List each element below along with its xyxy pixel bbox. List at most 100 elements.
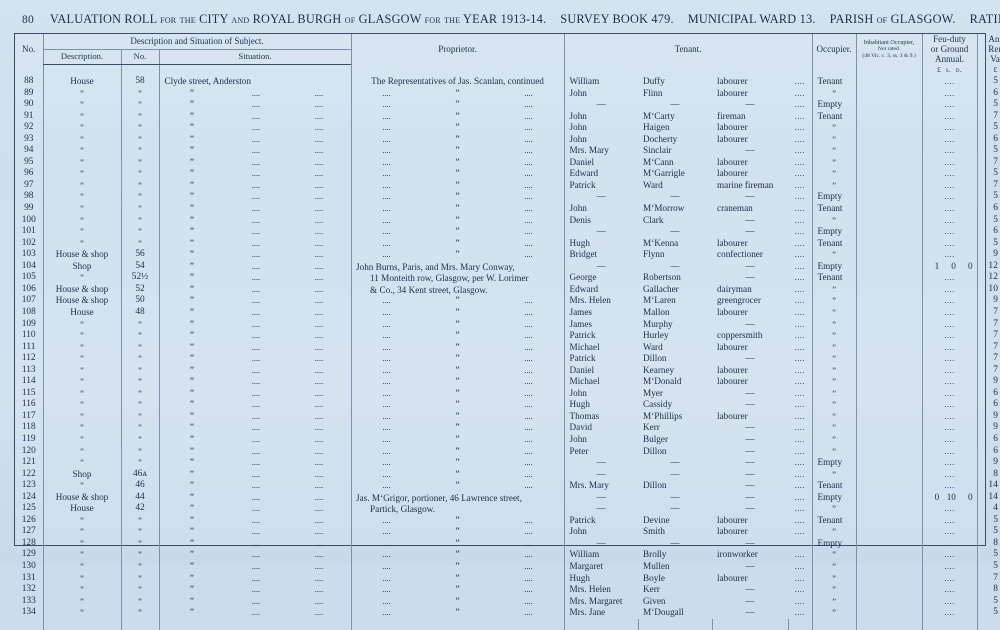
table-row: 133”””............”.... Mrs. Margaret Give… [15,595,1000,608]
cell-annual-rent-or-value: 715 [976,306,1000,319]
cell-tenant-dots: .... [794,434,805,444]
proprietor-ditto: ” [455,341,460,352]
proprietor-ditto: ” [455,295,460,306]
table-row: 89”””............”.... John Flinn labourer.… [15,87,1000,100]
situation-ditto: ” [189,445,194,456]
situation-ditto: ” [189,433,194,444]
cell-description: ” [42,237,121,250]
situation-ditto: ” [189,191,194,202]
situation-dots-2: .... [314,458,324,468]
cell-situation: ”........ [158,283,352,296]
cell-tenant-dots: .... [794,146,805,156]
situation-dots-2: .... [314,331,324,341]
cell-inhabitant-occupier [855,503,923,515]
proprietor-dots-1: .... [382,319,391,329]
cell-tenant-forename: John [563,87,639,100]
cell-tenant-forename: James [563,318,639,331]
cell-sub-no: ” [120,133,159,146]
cell-tenant-forename: William [563,76,639,88]
masthead-year-value: 1913-14. [500,12,547,26]
valuation-roll-table-frame: No. Description and Situation of Subject… [14,33,1000,630]
cell-no-left: 127 [21,526,36,537]
proprietor-dots-1: .... [382,434,391,444]
situation-ditto: ” [189,457,194,468]
cell-sub-no: ” [120,122,159,134]
situation-ditto: ” [189,133,194,144]
rent-pounds: 6 [993,133,999,144]
cell-sub-no: ” [120,179,159,192]
cell-feu-duty: .... [921,387,978,400]
cell-occupier: ” [811,422,857,434]
cell-proprietor: .... ”.... [350,306,565,319]
cell-proprietor: .... ”.... [350,387,565,400]
cell-inhabitant-occupier [855,595,923,608]
proprietor-dots-1: .... [382,561,391,571]
cell-no-left: 89 [24,87,34,98]
proprietor-ditto: ” [455,387,460,398]
cell-tenant-surname: M‘Donald [643,376,682,387]
proprietor-dots-2: .... [524,388,533,398]
situation-ditto: ” [189,283,194,294]
cell-inhabitant-occupier [855,295,923,307]
situation-dots-2: .... [314,319,324,329]
cell-tenant-surname: — [670,537,680,548]
cell-occupier: Tenant [811,110,857,123]
cell-annual-rent-or-value: 95 [976,457,1000,469]
cell-proprietor: .... ”.... [350,341,565,354]
cell-tenant-dots: .... [794,157,805,167]
proprietor-dots-1: .... [382,527,391,537]
situation-ditto: ” [189,491,194,502]
situation-dots-2: .... [314,261,324,271]
cell-tenant-occupation: — [745,445,755,456]
header-annual-line3: Value. [990,54,1000,65]
proprietor-ditto: ” [455,110,460,121]
situation-ditto: ” [189,364,194,375]
situation-ditto: ” [189,514,194,525]
cell-occupier: ” [811,387,857,400]
cell-tenant-dots: .... [794,134,805,144]
situation-dots-1: .... [251,550,261,560]
proprietor-dots-2: .... [524,469,533,479]
situation-dots-2: .... [314,88,324,98]
cell-tenant-surname: Kerr [643,422,660,433]
cell-tenant-surname: Flinn [643,87,663,98]
cell-proprietor [350,283,565,296]
proprietor-ditto: ” [455,156,460,167]
situation-dots-1: .... [251,608,261,618]
cell-situation: ”........ [158,330,352,342]
cell-proprietor: .... ”.... [350,595,565,608]
cell-situation: ”........ [158,145,352,157]
cell-inhabitant-occupier [855,168,923,180]
proprietor-dots-2: .... [524,423,533,433]
cell-sub-no: 52 [120,283,159,296]
filler-cell [711,618,789,630]
cell-occupier: ” [811,133,857,146]
proprietor-dots-2: .... [524,458,533,468]
proprietor-dots-1: .... [382,365,391,375]
header-annual-rent-or-value: Annual Rent or Value. [976,34,1000,65]
proprietor-dots-1: .... [382,458,391,468]
cell-annual-rent-or-value: 70 [976,110,1000,123]
proprietor-dots-2: .... [524,307,533,317]
proprietor-dots-1: .... [382,215,391,225]
masthead-glasgow-1: GLASGOW [358,12,422,26]
cell-annual-rent-or-value: 60 [976,433,1000,446]
cell-tenant-forename: — [563,537,639,550]
cell-feu-duty: .... [921,318,978,331]
rent-pounds: 7 [993,318,999,329]
cell-tenant-forename: John [563,433,639,446]
proprietor-dots-1: .... [382,238,391,248]
proprietor-dots-2: .... [524,319,533,329]
proprietor-ditto: ” [455,318,460,329]
rent-pounds: 6 [993,387,999,398]
cell-tenant-dots: .... [794,88,805,98]
rent-pounds: 7 [993,156,999,167]
situation-dots-2: .... [314,192,324,202]
cell-sub-no: ” [120,537,159,550]
proprietor-dots-1: .... [382,342,391,352]
cell-proprietor: .... ”.... [350,295,565,307]
cell-inhabitant-occupier [855,272,923,284]
situation-ditto: ” [189,272,194,283]
cell-sub-no: 50 [120,295,159,307]
situation-dots-1: .... [251,238,261,248]
